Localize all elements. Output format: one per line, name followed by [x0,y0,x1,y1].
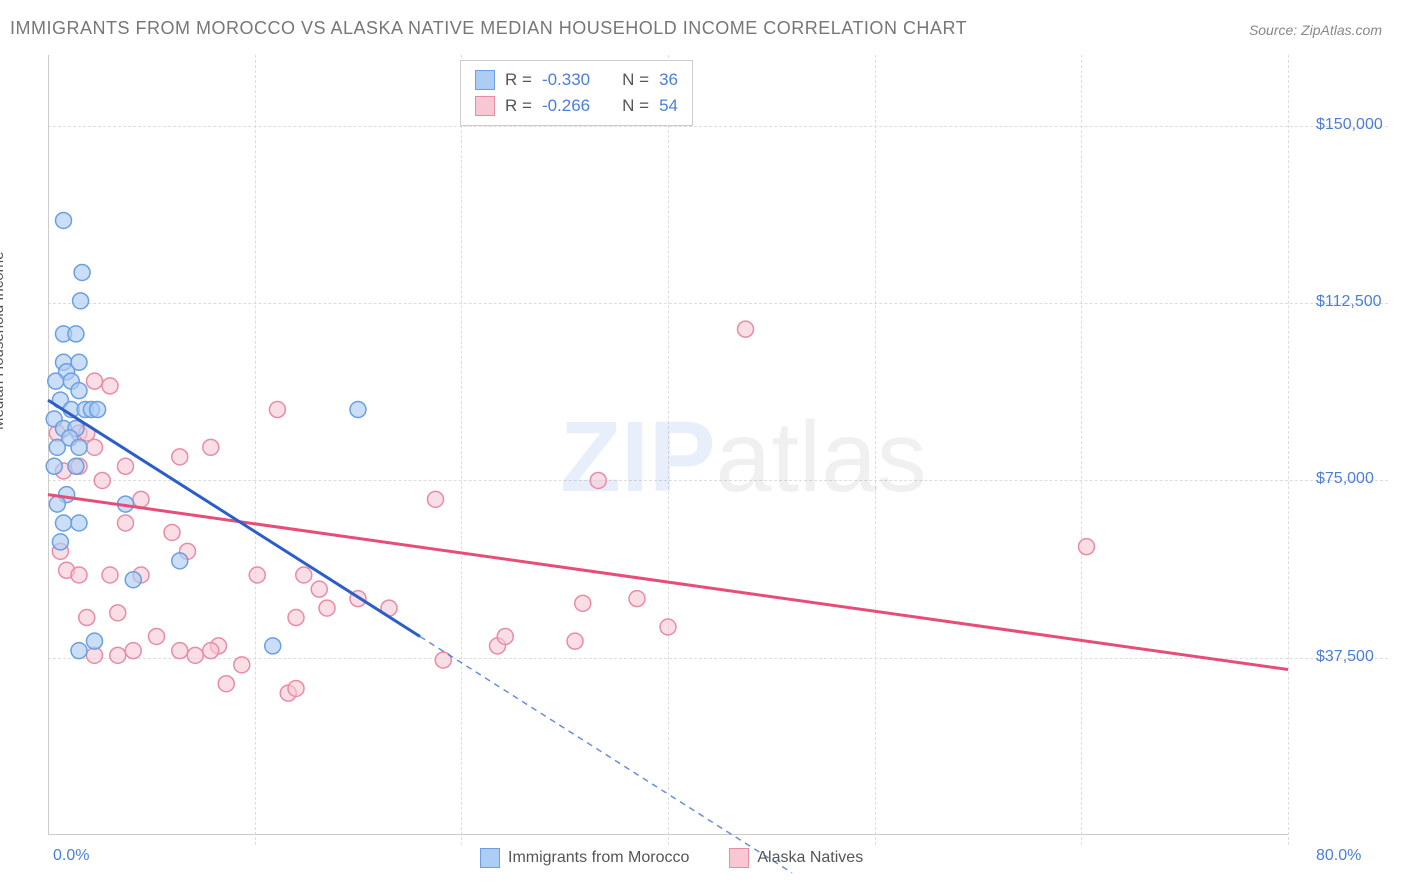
legend-item-series2: Alaska Natives [729,848,863,868]
stats-legend: R = -0.330 N = 36 R = -0.266 N = 54 [460,60,693,126]
data-point-morocco [68,326,84,342]
swatch-series2-bottom [729,848,749,868]
data-point-alaska [575,595,591,611]
y-tick-label: $75,000 [1316,470,1374,488]
data-point-morocco [48,373,64,389]
data-point-alaska [118,515,134,531]
data-point-alaska [133,491,149,507]
trendline-morocco-extrapolated [420,636,792,872]
source-attribution: Source: ZipAtlas.com [1249,22,1382,38]
data-point-alaska [149,628,165,644]
n-label: N = [622,96,649,116]
data-point-alaska [118,458,134,474]
r-label: R = [505,70,532,90]
r-value-series2: -0.266 [542,96,590,116]
data-point-alaska [497,628,513,644]
trendline-alaska [48,495,1288,670]
data-point-alaska [288,680,304,696]
data-point-alaska [1079,539,1095,555]
data-point-alaska [590,472,606,488]
data-point-alaska [172,643,188,659]
data-point-morocco [71,383,87,399]
n-value-series2: 54 [659,96,678,116]
data-point-alaska [738,321,754,337]
stats-row-series2: R = -0.266 N = 54 [475,93,678,119]
data-point-alaska [102,378,118,394]
data-point-alaska [660,619,676,635]
y-axis-label: Median Household Income [0,252,7,430]
y-tick-label: $37,500 [1316,648,1374,666]
data-point-alaska [218,676,234,692]
x-min-label: 0.0% [53,847,89,865]
data-point-morocco [73,293,89,309]
trendline-morocco [48,400,420,636]
r-label: R = [505,96,532,116]
legend-label-series2: Alaska Natives [757,849,863,867]
data-point-morocco [71,515,87,531]
data-point-morocco [350,402,366,418]
data-point-alaska [319,600,335,616]
data-point-alaska [567,633,583,649]
data-point-alaska [87,373,103,389]
data-point-alaska [249,567,265,583]
bottom-legend: Immigrants from Morocco Alaska Natives [480,848,863,868]
data-point-alaska [269,402,285,418]
stats-row-series1: R = -0.330 N = 36 [475,67,678,93]
n-label: N = [622,70,649,90]
legend-item-series1: Immigrants from Morocco [480,848,689,868]
r-value-series1: -0.330 [542,70,590,90]
data-point-alaska [79,610,95,626]
legend-label-series1: Immigrants from Morocco [508,849,689,867]
data-point-morocco [87,633,103,649]
data-point-morocco [74,264,90,280]
data-point-alaska [71,567,87,583]
x-max-label: 80.0% [1316,847,1361,865]
data-point-morocco [56,212,72,228]
data-point-alaska [296,567,312,583]
data-point-morocco [90,402,106,418]
data-point-alaska [187,647,203,663]
data-point-morocco [71,643,87,659]
data-point-alaska [110,605,126,621]
data-point-morocco [46,458,62,474]
data-point-alaska [629,591,645,607]
chart-title: IMMIGRANTS FROM MOROCCO VS ALASKA NATIVE… [10,18,967,39]
data-point-alaska [203,439,219,455]
data-point-alaska [94,472,110,488]
data-point-morocco [71,439,87,455]
scatter-plot-svg [48,55,1288,835]
data-point-morocco [125,572,141,588]
data-point-morocco [265,638,281,654]
data-point-alaska [172,449,188,465]
swatch-series2 [475,96,495,116]
y-tick-label: $112,500 [1316,293,1382,311]
data-point-alaska [311,581,327,597]
chart-container: IMMIGRANTS FROM MOROCCO VS ALASKA NATIVE… [0,0,1406,892]
data-point-alaska [125,643,141,659]
data-point-alaska [203,643,219,659]
swatch-series1-bottom [480,848,500,868]
n-value-series1: 36 [659,70,678,90]
data-point-alaska [164,524,180,540]
data-point-morocco [52,534,68,550]
data-point-alaska [87,439,103,455]
data-point-alaska [234,657,250,673]
y-tick-label: $150,000 [1316,116,1383,134]
data-point-morocco [172,553,188,569]
data-point-alaska [428,491,444,507]
data-point-morocco [68,458,84,474]
data-point-alaska [102,567,118,583]
swatch-series1 [475,70,495,90]
data-point-morocco [56,515,72,531]
data-point-morocco [49,496,65,512]
data-point-alaska [288,610,304,626]
data-point-alaska [110,647,126,663]
